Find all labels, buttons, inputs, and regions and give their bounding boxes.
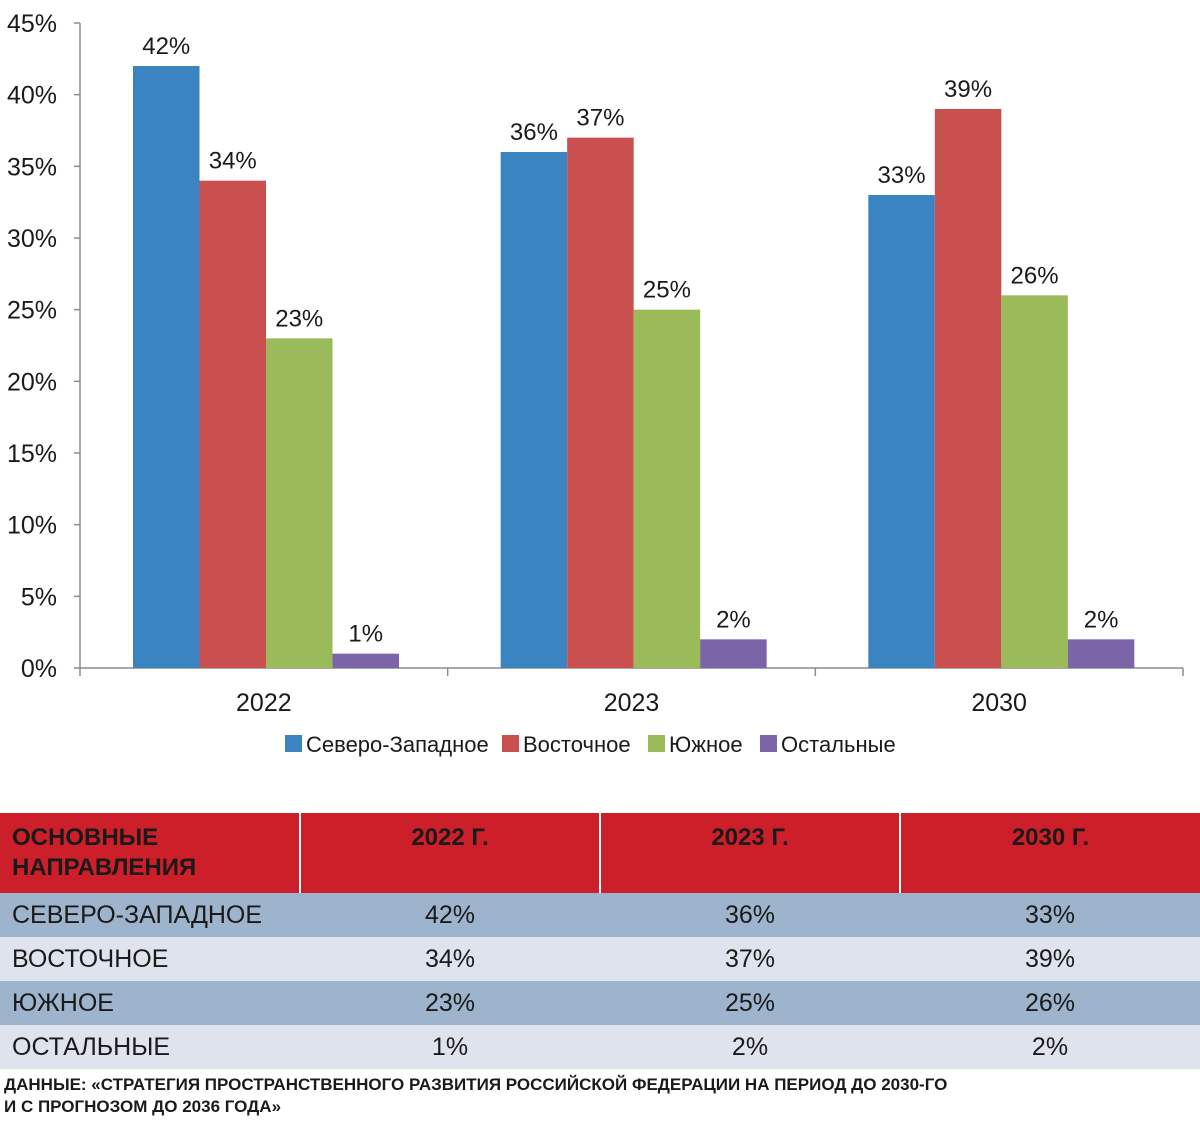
bar bbox=[934, 109, 1002, 668]
table-cell-direction: ВОСТОЧНОЕ bbox=[0, 937, 300, 981]
bar bbox=[266, 338, 333, 668]
bar-chart: 0% 5% 10% 15% 20% 25% 30% 35% 40% 45% 42% 34% 23% 1% 2… bbox=[7, 10, 1184, 757]
bar-chart-svg: 0% 5% 10% 15% 20% 25% 30% 35% 40% 45% 42% 34% 23% 1% 2… bbox=[7, 10, 1184, 757]
y-tick-label: 20% bbox=[7, 368, 57, 396]
source-note-line-2: И С ПРОГНОЗОМ ДО 2036 ГОДА» bbox=[4, 1097, 282, 1116]
table-cell-direction: ЮЖНОЕ bbox=[0, 981, 300, 1025]
data-label: 2% bbox=[716, 606, 751, 633]
table-cell-value: 25% bbox=[600, 981, 900, 1025]
table-cell-value: 1% bbox=[300, 1025, 600, 1069]
y-tick-label: 5% bbox=[21, 583, 57, 611]
bar bbox=[199, 180, 266, 668]
legend-swatch bbox=[648, 735, 665, 752]
source-note-line-1: ДАННЫЕ: «СТРАТЕГИЯ ПРОСТРАНСТВЕННОГО РАЗ… bbox=[4, 1075, 948, 1094]
data-label: 26% bbox=[1011, 262, 1059, 289]
bar bbox=[500, 152, 568, 668]
bar bbox=[700, 639, 767, 668]
table-row: ВОСТОЧНОЕ 34% 37% 39% bbox=[0, 937, 1200, 981]
table-cell-value: 23% bbox=[300, 981, 600, 1025]
bar bbox=[633, 309, 701, 668]
table-cell-value: 39% bbox=[900, 937, 1200, 981]
table-row: ОСТАЛЬНЫЕ 1% 2% 2% bbox=[0, 1025, 1200, 1069]
y-tick-label: 35% bbox=[7, 153, 57, 181]
bar bbox=[332, 653, 399, 668]
x-tick-label: 2023 bbox=[604, 689, 660, 717]
table-cell-value: 2% bbox=[600, 1025, 900, 1069]
data-label: 1% bbox=[348, 621, 383, 648]
legend-label: Северо-Западное bbox=[306, 732, 489, 757]
legend-label: Южное bbox=[669, 732, 743, 757]
y-tick-label: 45% bbox=[7, 10, 57, 38]
table-cell-value: 34% bbox=[300, 937, 600, 981]
data-label: 42% bbox=[142, 33, 190, 60]
table-cell-value: 37% bbox=[600, 937, 900, 981]
table-header-2030: 2030 Г. bbox=[900, 813, 1200, 893]
data-label: 2% bbox=[1084, 606, 1119, 633]
bar bbox=[567, 137, 634, 668]
data-label: 33% bbox=[878, 162, 926, 189]
data-label: 25% bbox=[643, 277, 691, 304]
legend-label: Остальные bbox=[781, 732, 896, 757]
table-header-2022: 2022 Г. bbox=[300, 813, 601, 893]
data-label: 23% bbox=[275, 305, 323, 332]
table-cell-value: 26% bbox=[900, 981, 1200, 1025]
source-note: ДАННЫЕ: «СТРАТЕГИЯ ПРОСТРАНСТВЕННОГО РАЗ… bbox=[4, 1074, 1104, 1118]
legend-swatch bbox=[760, 735, 777, 752]
data-label: 34% bbox=[209, 148, 257, 175]
x-tick-label: 2022 bbox=[236, 689, 292, 717]
bar bbox=[1001, 295, 1068, 668]
y-tick-label: 25% bbox=[7, 297, 57, 325]
y-tick-label: 10% bbox=[7, 512, 57, 540]
y-tick-label: 40% bbox=[7, 82, 57, 110]
table-cell-direction: СЕВЕРО-ЗАПАДНОЕ bbox=[0, 893, 300, 937]
table-cell-value: 42% bbox=[300, 893, 600, 937]
table-cell-value: 2% bbox=[900, 1025, 1200, 1069]
table-cell-value: 36% bbox=[600, 893, 900, 937]
legend-label: Восточное bbox=[523, 732, 631, 757]
table-header-row: ОСНОВНЫЕ НАПРАВЛЕНИЯ 2022 Г. 2023 Г. 203… bbox=[0, 813, 1200, 893]
data-table: ОСНОВНЫЕ НАПРАВЛЕНИЯ 2022 Г. 2023 Г. 203… bbox=[0, 813, 1200, 1069]
bar bbox=[133, 66, 200, 668]
y-tick-label: 15% bbox=[7, 440, 57, 468]
bar bbox=[1067, 639, 1135, 668]
legend-swatch bbox=[502, 735, 519, 752]
table-row: ЮЖНОЕ 23% 25% 26% bbox=[0, 981, 1200, 1025]
table-header-direction: ОСНОВНЫЕ НАПРАВЛЕНИЯ bbox=[0, 813, 301, 893]
data-label: 37% bbox=[576, 105, 624, 132]
table-header-2023: 2023 Г. bbox=[600, 813, 901, 893]
data-label: 36% bbox=[510, 119, 558, 146]
data-label: 39% bbox=[944, 76, 992, 103]
bar bbox=[868, 195, 935, 668]
table-cell-value: 33% bbox=[900, 893, 1200, 937]
x-tick-label: 2030 bbox=[971, 689, 1027, 717]
table-row: СЕВЕРО-ЗАПАДНОЕ 42% 36% 33% bbox=[0, 893, 1200, 937]
table-cell-direction: ОСТАЛЬНЫЕ bbox=[0, 1025, 300, 1069]
y-tick-label: 0% bbox=[21, 655, 57, 683]
legend-swatch bbox=[285, 735, 302, 752]
y-tick-label: 30% bbox=[7, 225, 57, 253]
